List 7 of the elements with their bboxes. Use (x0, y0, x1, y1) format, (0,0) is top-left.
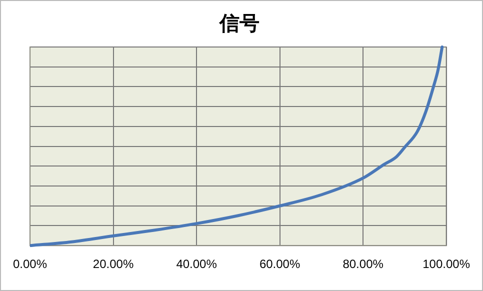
x-tick-label: 80.00% (342, 257, 384, 272)
x-tick-label: 0.00% (12, 257, 48, 272)
x-tick-label: 40.00% (176, 257, 218, 272)
x-tick-label: 100.00% (422, 257, 470, 272)
chart-title: 信号 (218, 11, 260, 36)
x-tick-label: 60.00% (259, 257, 300, 272)
x-tick-label: 20.00% (92, 257, 134, 272)
